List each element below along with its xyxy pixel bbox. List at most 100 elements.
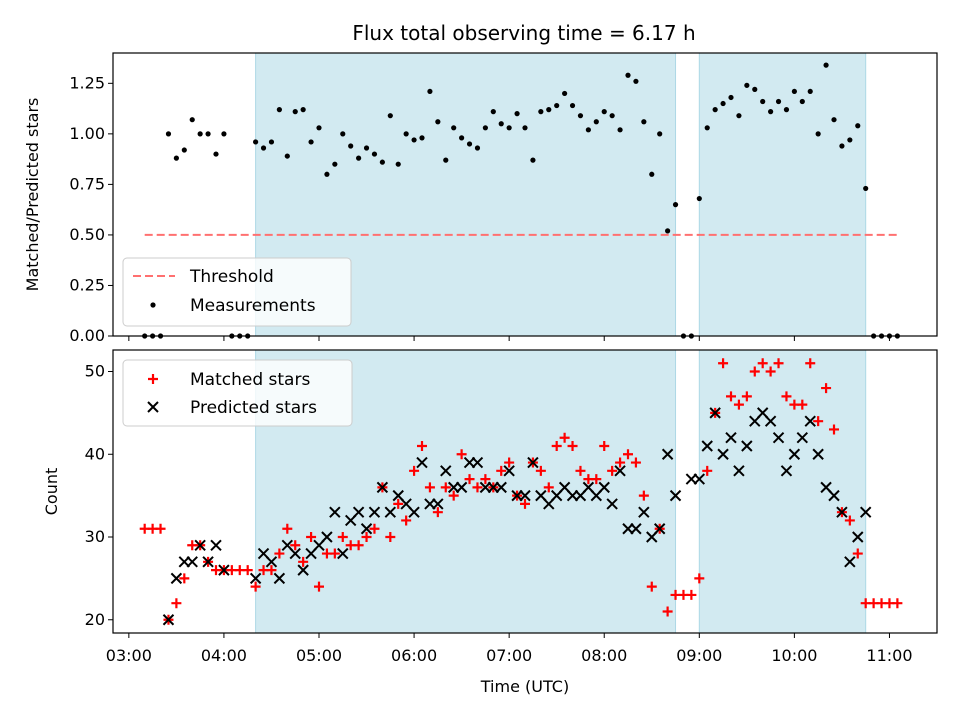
matched-star-point <box>646 581 657 592</box>
top-y-tick-label: 0.25 <box>69 275 105 294</box>
measurement-point <box>554 102 560 109</box>
predicted-star-point <box>202 556 214 568</box>
predicted-star-point <box>273 572 286 585</box>
predicted-star-point <box>733 465 745 477</box>
matched-star-point <box>551 440 562 451</box>
predicted-star-point <box>297 564 309 576</box>
matched-star-point <box>607 465 618 476</box>
matched-star-point <box>520 498 530 509</box>
matched-star-point <box>179 573 190 584</box>
predicted-star-point <box>836 506 848 518</box>
matched-star-point <box>630 457 641 468</box>
measurement-point <box>799 98 805 105</box>
top-legend-box <box>122 257 352 327</box>
measurement-point <box>562 90 568 97</box>
predicted-star-point <box>606 498 618 510</box>
predicted-star-point <box>804 415 816 427</box>
measurement-point <box>672 202 679 208</box>
top-panel: 0.00 0.25 0.50 0.75 1.00 1.25 Matched/Predicte… <box>23 52 938 345</box>
predicted-star-point <box>186 556 198 568</box>
predicted-star-point <box>416 456 428 469</box>
measurement-point <box>276 107 282 113</box>
predicted-star-point <box>352 506 365 518</box>
chart-title: Flux total observing time = 6.17 h <box>352 21 695 45</box>
bottom-legend-box <box>122 359 353 427</box>
predicted-star-point <box>368 506 381 518</box>
measurement-point <box>791 88 797 95</box>
predicted-star-point <box>503 465 515 477</box>
measurement-point <box>411 137 417 143</box>
matched-star-point <box>417 440 427 451</box>
matched-star-point <box>298 556 309 567</box>
predicted-star-point <box>725 432 737 444</box>
matched-star-point <box>686 589 697 600</box>
matched-star-point <box>733 399 744 410</box>
measurement-point <box>847 137 853 143</box>
matched-star-point <box>401 515 412 526</box>
predicted-star-point <box>653 523 666 535</box>
measurement-point <box>617 127 623 133</box>
predicted-star-point <box>194 539 206 551</box>
top-y-tick-label: 1.00 <box>69 124 105 143</box>
matched-star-point <box>369 523 380 534</box>
measurement-point <box>577 113 584 119</box>
matched-star-point <box>440 482 451 493</box>
measurement-point <box>506 125 512 131</box>
matched-star-point <box>702 465 713 476</box>
top-axes-frame <box>112 52 938 337</box>
matched-star-point <box>615 457 626 468</box>
measurement-point <box>823 62 829 68</box>
matched-star-point <box>432 507 443 518</box>
measurement-point <box>165 131 172 137</box>
predicted-star-point <box>709 407 721 419</box>
top-y-axis-label: Matched/Predicted stars <box>23 98 42 292</box>
measurement-point <box>665 228 671 234</box>
predicted-star-point <box>249 572 262 585</box>
legend-measurements-label: Measurements <box>190 296 316 316</box>
matched-star-point <box>274 548 285 559</box>
matched-star-point <box>464 474 475 485</box>
matched-star-point <box>726 391 736 402</box>
predicted-star-point <box>852 531 864 543</box>
legend-matched-swatch <box>148 374 158 384</box>
measurement-point <box>744 82 750 88</box>
matched-star-point <box>266 565 277 576</box>
measurement-point <box>752 86 758 92</box>
predicted-star-point <box>741 440 753 452</box>
legend-threshold-label: Threshold <box>189 267 274 287</box>
measurement-point <box>205 131 211 137</box>
bottom-x-tick-label: 07:00 <box>486 646 532 665</box>
predicted-star-point <box>764 415 777 427</box>
matched-star-point <box>599 440 610 451</box>
matched-star-point <box>155 523 166 534</box>
measurement-point <box>379 159 385 165</box>
matched-star-point <box>623 449 633 460</box>
matched-star-point <box>892 598 903 609</box>
predicted-star-point <box>661 448 674 460</box>
measurement-point <box>403 131 409 137</box>
matched-star-point <box>409 465 420 476</box>
measurement-point <box>197 131 203 137</box>
predicted-star-point <box>614 465 626 477</box>
measurement-point <box>593 119 599 125</box>
bottom-x-tick-label: 11:00 <box>866 646 912 665</box>
predicted-star-point <box>440 465 452 477</box>
predicted-star-point <box>321 531 333 543</box>
legend-matched-label: Matched stars <box>190 370 310 390</box>
measurement-point <box>585 127 591 133</box>
predicted-star-point <box>337 547 349 560</box>
matched-star-point <box>638 490 649 501</box>
bottom-x-axis-label: Time (UTC) <box>480 677 569 696</box>
measurement-point <box>760 98 766 105</box>
predicted-star-point <box>289 547 301 560</box>
measurement-point <box>514 111 520 117</box>
measurement-point <box>395 161 401 167</box>
matched-star-point <box>361 532 372 543</box>
matched-star-point <box>805 358 816 369</box>
matched-star-point <box>781 391 792 402</box>
bottom-x-tick-label: 04:00 <box>201 646 247 665</box>
measurement-point <box>451 125 457 131</box>
bottom-x-tick-label: 09:00 <box>676 646 722 665</box>
predicted-star-point <box>717 448 729 460</box>
